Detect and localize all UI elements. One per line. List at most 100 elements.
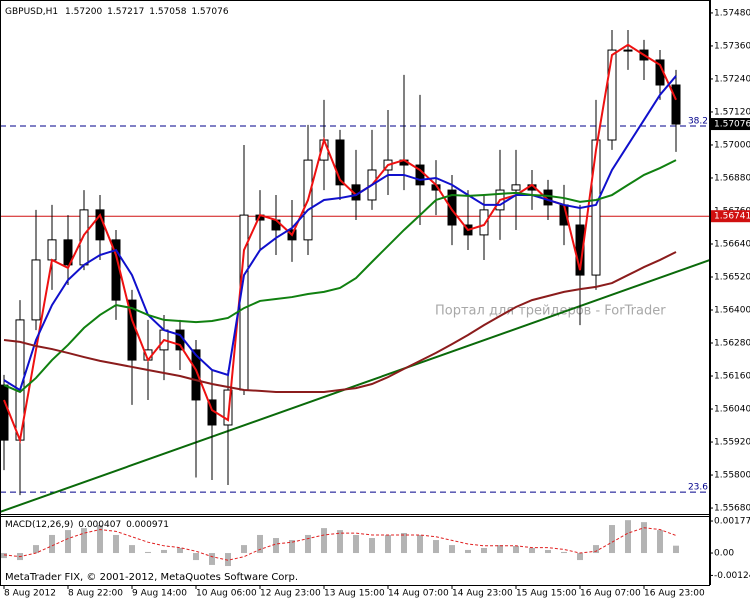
macd-bar [657, 530, 663, 554]
macd-bar [257, 534, 263, 554]
y-tick-label: 1.56280 [714, 339, 750, 349]
plot-area: Портал для трейдеров - ForTrader 38.2 23.6 [0, 29, 710, 567]
y-tick-label: 1.57360 [714, 41, 750, 51]
candle-body [47, 239, 57, 261]
x-tick-label: 16 Aug 23:00 [644, 589, 705, 599]
macd-bar [305, 534, 311, 554]
chart-header: GBPUSD,H1 1.57200 1.57217 1.57058 1.5707… [5, 7, 229, 17]
macd-bar [593, 545, 599, 554]
macd-value: 0.000407 [78, 520, 121, 530]
x-tick-label: 10 Aug 06:00 [196, 589, 257, 599]
watermark: Портал для трейдеров - ForTrader [435, 304, 666, 319]
x-tick-label: 14 Aug 23:00 [452, 589, 513, 599]
x-tick-label: 13 Aug 15:00 [324, 589, 385, 599]
candle-body [79, 209, 89, 266]
macd-bar [113, 534, 119, 554]
macd-bar [513, 545, 519, 554]
macd-bar [193, 553, 199, 561]
macd-bar [273, 538, 279, 554]
macd-title: MACD(12,26,9) [5, 520, 73, 530]
candle-body [607, 49, 617, 141]
macd-bar [449, 545, 455, 554]
moving-average [3, 251, 677, 393]
macd-bar [225, 553, 231, 567]
macd-bar [49, 534, 55, 554]
candle-body [335, 139, 345, 186]
macd-bar [417, 534, 423, 554]
candle-body [671, 84, 681, 125]
candle-body [0, 384, 9, 441]
frame [0, 0, 710, 586]
candle-body [239, 214, 249, 391]
y-tick-label: 1.57240 [714, 74, 750, 84]
macd-bar [561, 551, 567, 554]
macd-bar [65, 530, 71, 554]
y-tick-label: 1.56520 [714, 272, 750, 282]
macd-bar [481, 547, 487, 554]
moving-average [3, 159, 677, 394]
macd-bar [241, 545, 247, 554]
macd-bar [33, 545, 39, 554]
macd-bar [497, 545, 503, 554]
y-tick-label: 0.00 [714, 549, 734, 559]
last-price-label: 1.57076 [714, 120, 750, 130]
macd-bar [465, 549, 471, 554]
header-low: 1.57058 [149, 7, 186, 17]
x-tick-label: 8 Aug 22:00 [68, 589, 123, 599]
candle-body [479, 209, 489, 236]
macd-bar [353, 534, 359, 554]
x-tick-label: 12 Aug 23:00 [260, 589, 321, 599]
level-label: 23.6 [688, 483, 708, 493]
x-tick-label: 8 Aug 2012 [4, 589, 56, 599]
candle-body [191, 349, 201, 401]
macd-bar [625, 520, 631, 554]
x-tick-label: 16 Aug 07:00 [580, 589, 641, 599]
y-tick-label: 1.57480 [714, 8, 750, 18]
macd-bar [209, 553, 215, 565]
macd-bar [545, 549, 551, 554]
price-line-label: 1.56741 [714, 212, 750, 222]
symbol: GBPUSD,H1 [5, 7, 58, 17]
macd-bar [369, 538, 375, 554]
candle-body [623, 49, 633, 52]
header-open: 1.57200 [65, 7, 102, 17]
y-tick-label: 1.56040 [714, 405, 750, 415]
header-close: 1.57076 [191, 7, 228, 17]
candle-body [447, 189, 457, 226]
macd-bar [385, 534, 391, 554]
macd-bar [289, 540, 295, 554]
macd-bar [673, 545, 679, 554]
candle-body [223, 389, 233, 426]
x-tick-label: 15 Aug 15:00 [516, 589, 577, 599]
y-tick-label: 1.57000 [714, 140, 750, 150]
macd-bar [401, 532, 407, 554]
macd-bar [609, 525, 615, 554]
last-price-box [711, 118, 750, 131]
y-tick-label: -0.00124 [714, 571, 750, 581]
macd-header: MACD(12,26,9) 0.000407 0.000971 [5, 520, 169, 530]
y-tick-label: 0.001771 [714, 517, 750, 527]
level-label: 38.2 [688, 116, 708, 126]
candle-body [63, 239, 73, 266]
y-tick-label: 1.56640 [714, 239, 750, 249]
macd-bar [433, 540, 439, 554]
candle-body [31, 259, 41, 321]
trendline [0, 259, 710, 513]
macd-bar [161, 549, 167, 554]
moving-average [3, 75, 677, 392]
candle-body [511, 184, 521, 191]
macd-bar [177, 547, 183, 554]
y-tick-label: 1.56880 [714, 173, 750, 183]
footer: MetaTrader FIX, © 2001-2012, MetaQuotes … [5, 572, 298, 583]
candle-body [591, 139, 601, 276]
macd-bar [577, 553, 583, 561]
macd-bar [145, 551, 151, 554]
signal-value: 0.000971 [126, 520, 169, 530]
header-high: 1.57217 [107, 7, 144, 17]
y-tick-label: 1.55920 [714, 438, 750, 448]
x-tick-label: 9 Aug 14:00 [132, 589, 187, 599]
macd-bar [81, 528, 87, 554]
